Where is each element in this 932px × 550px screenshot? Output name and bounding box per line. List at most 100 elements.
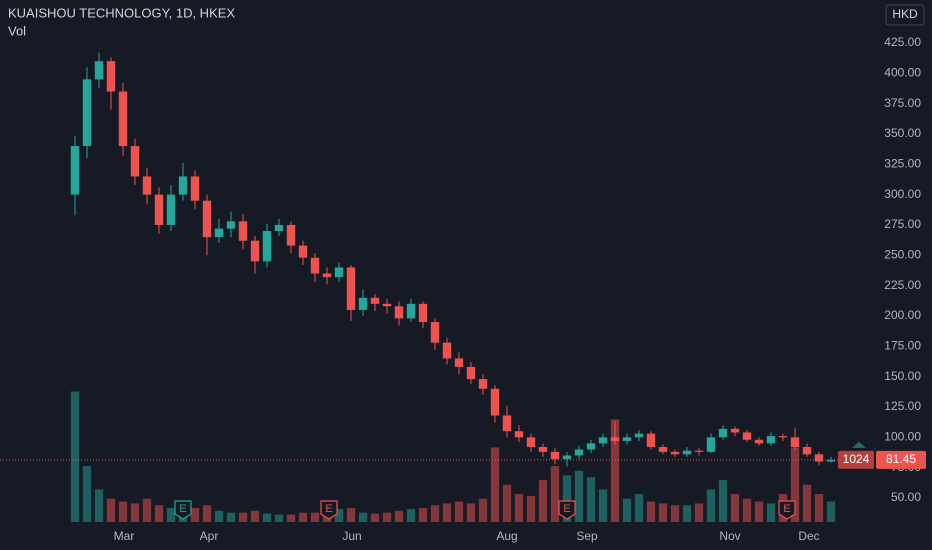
y-tick-label: 275.00 (884, 217, 921, 231)
x-tick-label: Mar (114, 529, 135, 543)
candle-body (430, 322, 440, 343)
candle-body (142, 176, 152, 195)
x-tick-label: Apr (200, 529, 219, 543)
candle-body (718, 428, 728, 438)
volume-bar (454, 501, 464, 522)
candle-body (178, 176, 188, 195)
candle-body (190, 176, 200, 201)
volume-bar (346, 508, 356, 522)
currency[interactable]: HKD (892, 7, 918, 21)
volume-badge-box (838, 450, 874, 469)
candle-body (202, 200, 212, 238)
candle-body (622, 437, 632, 441)
candle-body (130, 146, 140, 177)
volume-bar (238, 512, 248, 522)
candle-body (298, 245, 308, 258)
volume-bar (430, 505, 440, 522)
y-tick-label: 225.00 (884, 278, 921, 292)
candle-body (262, 231, 272, 262)
candle-body (418, 303, 428, 323)
candle-body (118, 91, 128, 147)
volume-bar (658, 503, 668, 522)
candle-body (814, 454, 824, 462)
volume-bar (166, 508, 176, 522)
x-tick-label: Jun (342, 529, 361, 543)
volume-bar (814, 494, 824, 522)
candle-body (82, 79, 92, 147)
volume-bar (394, 510, 404, 522)
candle-body (562, 455, 572, 460)
volume-bar (142, 498, 152, 522)
volume-bar (442, 503, 452, 522)
volume-bar (262, 513, 272, 522)
candle-body (310, 257, 320, 274)
volume-bar (730, 494, 740, 522)
candle-body (682, 450, 692, 455)
volume-bar (562, 475, 572, 522)
volume-bar (646, 501, 656, 522)
candle-body (694, 450, 704, 452)
candle-body (514, 431, 524, 438)
candle-body (538, 447, 548, 452)
x-tick-label: Nov (719, 529, 740, 543)
candle-body (94, 61, 104, 80)
candle-body (502, 415, 512, 432)
candle-body (226, 221, 236, 229)
y-tick-label: 325.00 (884, 156, 921, 170)
volume-bar (598, 489, 608, 522)
volume-bar (610, 419, 620, 522)
candle-body (730, 428, 740, 433)
candle-body (490, 388, 500, 416)
volume-bar (82, 466, 92, 522)
volume-bar (802, 484, 812, 522)
volume-bar (586, 477, 596, 522)
volume-bar (94, 489, 104, 522)
y-tick-label: 425.00 (884, 35, 921, 49)
volume-bar (634, 494, 644, 522)
volume-bar (766, 503, 776, 522)
candle-body (322, 273, 332, 278)
y-tick-label: 350.00 (884, 126, 921, 140)
volume-bar (358, 512, 368, 522)
volume-bar (694, 503, 704, 522)
candle-body (706, 437, 716, 452)
earnings-label: E (783, 503, 790, 515)
y-tick-label: 100.00 (884, 429, 921, 443)
candle-body (826, 459, 836, 462)
chart-subtitle: Vol (8, 23, 26, 38)
candle-body (526, 437, 536, 448)
candle-body (442, 342, 452, 359)
candle-body (382, 303, 392, 307)
earnings-marker (320, 500, 338, 520)
y-tick-label: 150.00 (884, 369, 921, 383)
volume-bar (130, 503, 140, 522)
volume-bar (502, 484, 512, 522)
volume-bar (754, 501, 764, 522)
candle-body (778, 436, 788, 438)
volume-bar (190, 508, 200, 522)
candle-body (478, 379, 488, 389)
candle-body (646, 433, 656, 448)
volume-bar (826, 501, 836, 522)
candle-body (166, 194, 176, 225)
volume-bar (706, 489, 716, 522)
volume-bar (334, 508, 344, 522)
volume-badge: 1024 (843, 452, 870, 466)
volume-bar (70, 391, 80, 522)
currency-box[interactable] (885, 4, 925, 26)
candle-body (790, 437, 800, 448)
candle-body (286, 224, 296, 246)
candle-body (70, 146, 80, 195)
candle-body (766, 436, 776, 444)
candle-body (334, 267, 344, 278)
volume-bar (538, 480, 548, 522)
volume-bar (382, 512, 392, 522)
last-price-label: 81.45 (886, 452, 916, 466)
earnings-marker (558, 500, 576, 520)
candle-body (454, 358, 464, 367)
candle-body (634, 433, 644, 438)
candle-body (370, 297, 380, 304)
